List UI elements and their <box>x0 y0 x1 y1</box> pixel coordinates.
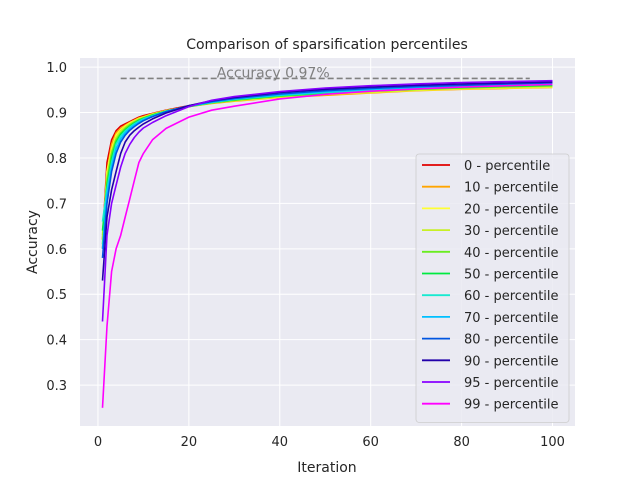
x-tick-label: 100 <box>540 435 565 450</box>
y-tick-label: 0.3 <box>46 379 67 394</box>
legend-entry: 70 - percentile <box>464 311 559 326</box>
series-line-95-percentile <box>101 79 553 322</box>
y-tick-label: 0.7 <box>46 197 67 212</box>
series-line-80-percentile <box>101 82 553 258</box>
x-tick-label: 20 <box>181 435 198 450</box>
legend-frame <box>415 153 570 423</box>
y-tick-label: 0.8 <box>46 152 67 167</box>
series-line-99-percentile <box>101 83 553 408</box>
legend-entry: 40 - percentile <box>464 246 559 261</box>
y-tick-label: 0.5 <box>46 288 67 303</box>
series-layer <box>101 79 553 408</box>
series-line-90-percentile <box>101 81 553 281</box>
x-axis-label: Iteration <box>297 460 356 476</box>
y-tick-label: 0.9 <box>46 107 67 122</box>
legend-entry: 30 - percentile <box>464 224 559 239</box>
chart-title: Comparison of sparsification percentiles <box>186 37 468 53</box>
x-tick-labels: 0 20 40 60 80 100 <box>94 435 565 450</box>
y-axis-label: Accuracy <box>25 210 41 274</box>
x-tick-label: 0 <box>94 435 102 450</box>
x-tick-label: 60 <box>362 435 379 450</box>
y-tick-labels: 0.3 0.4 0.5 0.6 0.7 0.8 0.9 1.0 <box>46 61 67 394</box>
legend-entry: 60 - percentile <box>464 289 559 304</box>
reference-label: Accuracy 0.97% <box>217 65 330 81</box>
legend-entry: 20 - percentile <box>464 202 559 217</box>
x-tick-label: 80 <box>453 435 470 450</box>
legend-entry: 90 - percentile <box>464 354 559 369</box>
legend-entry: 80 - percentile <box>464 333 559 348</box>
reference-layer: Accuracy 0.97% <box>120 65 530 81</box>
legend-entry: 99 - percentile <box>464 398 559 413</box>
y-tick-label: 0.4 <box>46 334 67 349</box>
y-tick-label: 0.6 <box>46 243 67 258</box>
legend: 0 - percentile 10 - percentile 20 - percen… <box>415 153 570 423</box>
x-tick-label: 40 <box>271 435 288 450</box>
legend-entry: 10 - percentile <box>464 181 559 196</box>
legend-entry: 95 - percentile <box>464 376 559 391</box>
y-tick-label: 1.0 <box>46 61 67 76</box>
legend-entry: 0 - percentile <box>464 159 550 174</box>
legend-entry: 50 - percentile <box>464 268 559 283</box>
